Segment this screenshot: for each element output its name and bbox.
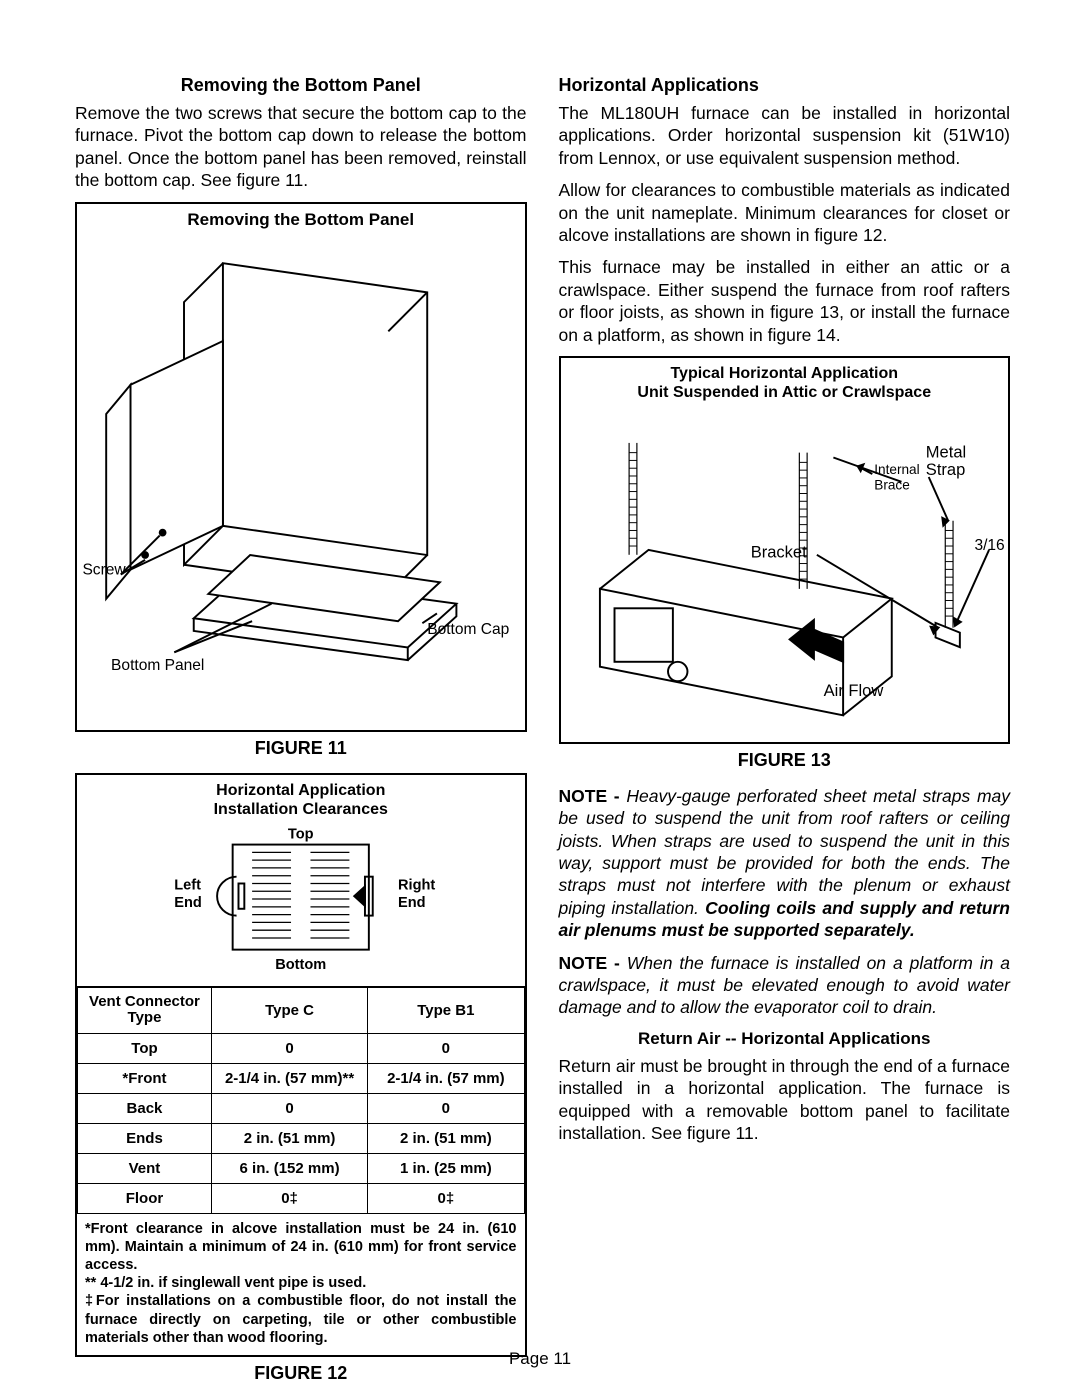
figure-12-box: Horizontal Application Installation Clea… (75, 773, 527, 1357)
table-row: Ends2 in. (51 mm)2 in. (51 mm) (78, 1123, 525, 1153)
svg-text:End: End (174, 895, 202, 911)
clearances-diagram: Top (77, 821, 525, 981)
label-bottom-cap: Bottom Cap (427, 620, 509, 637)
figure-11-box: Removing the Bottom Panel (75, 202, 527, 732)
para-return-air: Return air must be brought in through th… (559, 1055, 1011, 1145)
figure-13-box: Typical Horizontal Application Unit Susp… (559, 356, 1011, 744)
para-remove-panel: Remove the two screws that secure the bo… (75, 102, 527, 192)
label-right-end: Right (398, 877, 435, 893)
para-ml180: The ML180UH furnace can be installed in … (559, 102, 1011, 169)
note-2: NOTE - When the furnace is installed on … (559, 952, 1011, 1019)
clearances-footnotes: *Front clearance in alcove installation … (77, 1214, 525, 1355)
figure-13-caption: FIGURE 13 (559, 750, 1011, 771)
heading-remove-panel: Removing the Bottom Panel (75, 75, 527, 96)
heading-horizontal: Horizontal Applications (559, 75, 1011, 96)
figure-11-svg: Screw Bottom Cap Bottom Panel (77, 234, 525, 716)
svg-text:Strap: Strap (925, 460, 964, 479)
table-row: *Front2-1/4 in. (57 mm)**2-1/4 in. (57 m… (78, 1063, 525, 1093)
svg-text:Brace: Brace (874, 478, 910, 493)
table-row: Vent6 in. (152 mm)1 in. (25 mm) (78, 1153, 525, 1183)
label-dim: 3/16 (974, 537, 1004, 554)
label-bracket: Bracket (750, 543, 806, 562)
label-bottom-panel: Bottom Panel (111, 656, 204, 673)
table-header-row: Vent Connector Type Type C Type B1 (78, 987, 525, 1033)
figure-11-caption: FIGURE 11 (75, 738, 527, 759)
table-row: Back00 (78, 1093, 525, 1123)
para-clearances: Allow for clearances to combustible mate… (559, 179, 1011, 246)
left-column: Removing the Bottom Panel Remove the two… (75, 75, 527, 1398)
figure-13-svg: Internal Brace Metal Strap Bracket 3/16 … (561, 404, 1009, 735)
para-attic: This furnace may be installed in either … (559, 256, 1011, 346)
note-1: NOTE - Heavy-gauge perforated sheet meta… (559, 785, 1011, 942)
label-internal-brace: Internal (874, 462, 919, 477)
heading-return-air: Return Air -- Horizontal Applications (559, 1029, 1011, 1049)
figure-13-title: Typical Horizontal Application Unit Susp… (561, 358, 1009, 404)
clearances-title: Horizontal Application Installation Clea… (77, 775, 525, 821)
label-screw: Screw (82, 561, 126, 578)
right-column: Horizontal Applications The ML180UH furn… (559, 75, 1011, 1398)
svg-text:Bottom: Bottom (275, 957, 326, 973)
table-row: Floor0‡0‡ (78, 1183, 525, 1213)
clearances-table: Vent Connector Type Type C Type B1 Top00… (77, 987, 525, 1214)
label-airflow: Air Flow (823, 681, 883, 700)
figure-11-title: Removing the Bottom Panel (77, 204, 525, 234)
label-left-end: Left (174, 877, 201, 893)
table-row: Top00 (78, 1033, 525, 1063)
svg-text:Top: Top (288, 827, 314, 843)
svg-text:End: End (398, 895, 426, 911)
page-number: Page 11 (0, 1349, 1080, 1369)
label-metal-strap: Metal (925, 443, 965, 462)
